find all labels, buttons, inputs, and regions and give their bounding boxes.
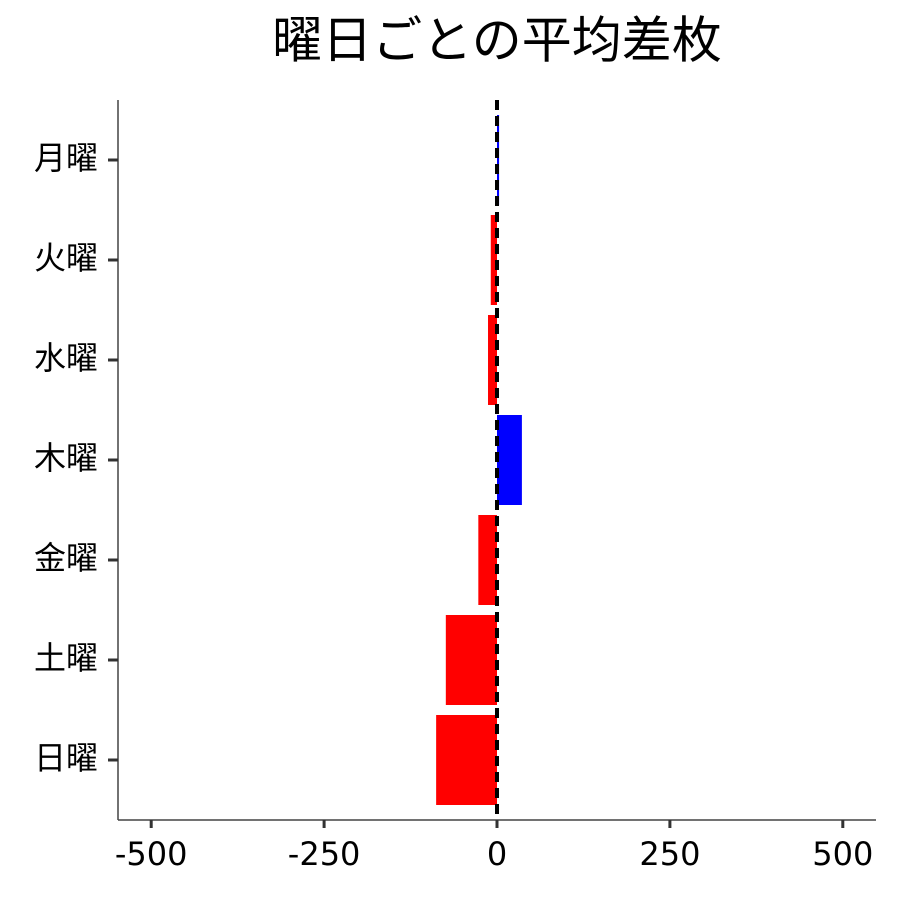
- x-tick-label: -500: [115, 835, 188, 873]
- y-tick-label: 日曜: [34, 739, 98, 777]
- y-tick-label: 木曜: [34, 439, 98, 477]
- bar: [436, 715, 497, 805]
- bar: [497, 415, 522, 505]
- y-tick-label: 月曜: [34, 139, 98, 177]
- bar: [445, 615, 497, 705]
- bar: [490, 215, 497, 305]
- bar: [478, 515, 497, 605]
- chart-title: 曜日ごとの平均差枚: [272, 12, 722, 70]
- y-tick-label: 水曜: [34, 339, 98, 377]
- x-tick-label: 250: [639, 835, 700, 873]
- bar: [488, 315, 497, 405]
- x-tick-label: 0: [487, 835, 507, 873]
- x-tick-label: 500: [812, 835, 873, 873]
- x-tick-label: -250: [288, 835, 361, 873]
- y-tick-label: 土曜: [34, 639, 98, 677]
- y-tick-label: 金曜: [34, 539, 98, 577]
- bar: [497, 115, 500, 205]
- y-tick-label: 火曜: [34, 239, 98, 277]
